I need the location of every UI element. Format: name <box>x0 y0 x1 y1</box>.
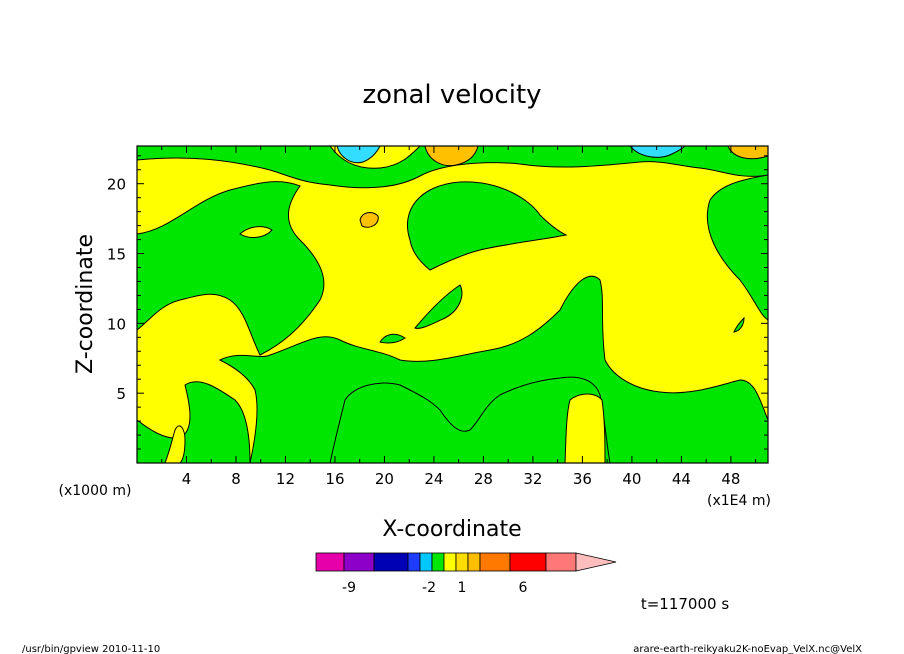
colorbar-swatch <box>373 552 409 572</box>
colorbar-swatch <box>343 552 375 572</box>
colorbar-swatch <box>479 552 511 572</box>
contour-pocket-upper <box>239 226 273 238</box>
x-tick-label: 12 <box>276 470 295 488</box>
y-tick-label: 5 <box>116 385 126 403</box>
contour-pocket-lower <box>564 393 606 463</box>
x-unit-right: (x1E4 m) <box>707 493 771 509</box>
colorbar-swatch <box>509 552 547 572</box>
x-tick-label: 24 <box>424 470 443 488</box>
y-axis-label: Z-coordinate <box>73 234 98 374</box>
x-tick-label: 48 <box>721 470 740 488</box>
contour-region-left <box>137 181 325 356</box>
contour-region-right <box>706 174 768 321</box>
x-tick-label: 40 <box>622 470 641 488</box>
contour-region-bottom-center <box>329 376 611 463</box>
colorbar-labels: -9 -2 1 6 <box>342 580 528 596</box>
x-tick-label: 44 <box>672 470 691 488</box>
colorbar-tick-label: -9 <box>342 580 356 596</box>
contour-field <box>137 146 768 463</box>
contour-island-right <box>733 316 745 333</box>
x-tick-label: 36 <box>573 470 592 488</box>
cool-core-top-right <box>629 146 686 158</box>
x-axis-label: X-coordinate <box>382 517 521 542</box>
warm-core-small <box>359 212 379 228</box>
x-tick-label: 8 <box>231 470 241 488</box>
colorbar-extension <box>575 552 617 572</box>
colorbar-tick-label: 1 <box>458 580 467 596</box>
colorbar-swatch <box>407 552 421 572</box>
contour-region-center <box>406 181 568 271</box>
contour-island-small <box>379 333 406 344</box>
contour-pocket-bottom-left <box>164 425 186 463</box>
plot-frame <box>136 145 769 464</box>
chart-title: zonal velocity <box>362 80 541 110</box>
x-tick-label: 4 <box>182 470 192 488</box>
contour-island-diagonal <box>414 284 463 329</box>
colorbar-swatch <box>467 552 481 572</box>
colorbar-tick-label: -2 <box>422 580 436 596</box>
contour-region-top-left <box>137 146 768 189</box>
y-tick-label: 20 <box>107 176 126 194</box>
colorbar-swatch <box>545 552 577 572</box>
y-axis: 5 10 15 20 <box>107 155 768 450</box>
footer-left: /usr/bin/gpview 2010-11-10 <box>22 644 160 654</box>
colorbar-swatch <box>443 552 457 572</box>
colorbar <box>315 552 617 572</box>
contour-region-bottom-left <box>137 381 251 463</box>
colorbar-swatch <box>455 552 469 572</box>
y-tick-label: 10 <box>107 315 126 333</box>
x-unit-left: (x1000 m) <box>59 483 132 499</box>
warm-core-top <box>424 146 479 167</box>
x-axis: 4 8 12 16 20 24 28 32 36 40 44 48 <box>161 146 757 488</box>
y-tick-label: 15 <box>107 246 126 264</box>
colorbar-swatch <box>431 552 445 572</box>
footer-right: arare-earth-reikyaku2K-noEvap_VelX.nc@Ve… <box>633 644 862 654</box>
x-tick-label: 32 <box>523 470 542 488</box>
colorbar-swatch <box>315 552 345 572</box>
colorbar-tick-label: 6 <box>519 580 528 596</box>
colorbar-swatch <box>419 552 433 572</box>
cool-core-top <box>336 146 381 164</box>
x-tick-label: 20 <box>375 470 394 488</box>
time-annotation: t=117000 s <box>641 595 729 613</box>
x-tick-label: 16 <box>325 470 344 488</box>
x-tick-label: 28 <box>474 470 493 488</box>
